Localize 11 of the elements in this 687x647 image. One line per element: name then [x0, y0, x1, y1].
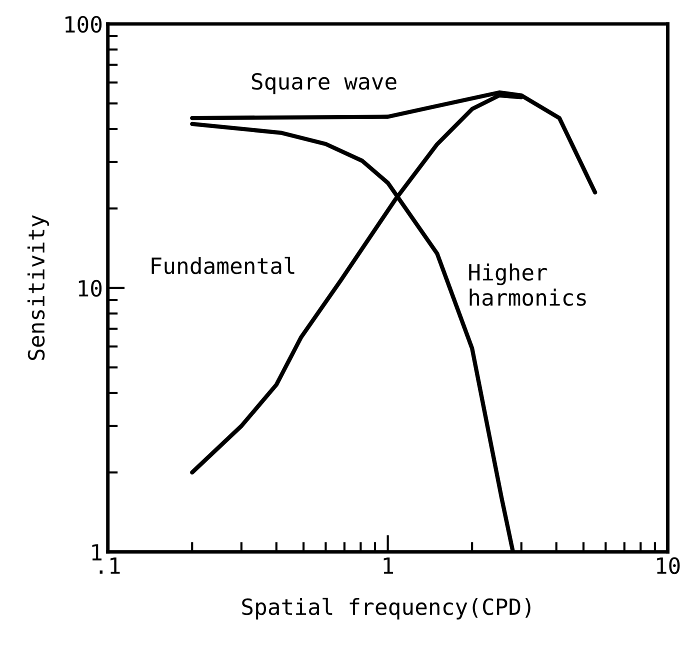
- x-tick-label: 1: [384, 558, 393, 574]
- y-tick-label: 1: [92, 544, 102, 560]
- x-tick-label: 10: [657, 557, 680, 574]
- y-tick-label: 100: [66, 16, 102, 33]
- y-axis-title: Sensitivity: [27, 215, 49, 360]
- x-axis-title: Spatial frequency(CPD): [242, 598, 530, 620]
- series-label: Square wave: [252, 72, 396, 94]
- series-label: Fundamental: [152, 256, 294, 274]
- y-tick-label: 10: [78, 280, 102, 297]
- x-tick-label: .1: [100, 558, 120, 574]
- series-label: Higher harmonics: [469, 264, 586, 306]
